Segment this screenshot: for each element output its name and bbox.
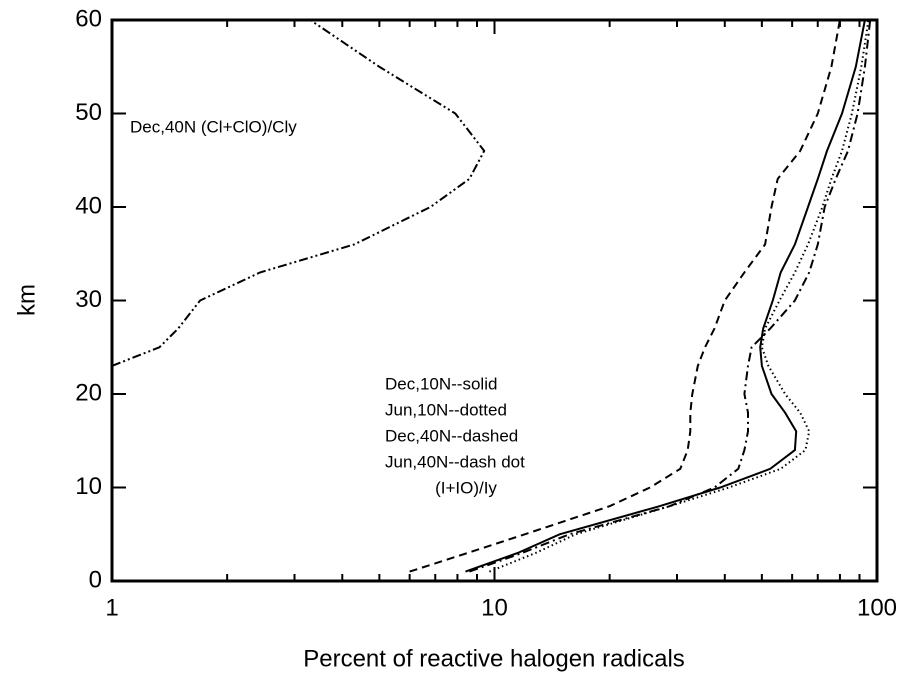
annotation: Jun,10N--dotted: [385, 400, 507, 419]
annotation: Dec,40N--dashed: [385, 426, 518, 445]
y-axis-label: km: [13, 284, 40, 316]
y-tick-label: 60: [75, 5, 102, 32]
y-tick-label: 40: [75, 192, 102, 219]
y-tick-label: 20: [75, 379, 102, 406]
x-axis-label: Percent of reactive halogen radicals: [303, 645, 685, 672]
y-tick-label: 0: [89, 566, 102, 593]
x-tick-label: 10: [481, 594, 508, 621]
annotation: Dec,10N--solid: [385, 374, 497, 393]
y-tick-label: 50: [75, 99, 102, 126]
series-line: [489, 19, 870, 573]
x-tick-label: 1: [105, 594, 118, 621]
annotation: (I+IO)/Iy: [435, 478, 497, 497]
x-tick-label: 100: [857, 594, 897, 621]
y-tick-label: 10: [75, 473, 102, 500]
series-line: [409, 19, 841, 573]
annotation: Dec,40N (Cl+ClO)/Cly: [130, 117, 297, 136]
y-tick-label: 30: [75, 286, 102, 313]
series-line: [469, 19, 872, 573]
series-line: [465, 19, 866, 573]
series-line: [111, 19, 486, 367]
annotation: Jun,40N--dash dot: [385, 452, 525, 471]
